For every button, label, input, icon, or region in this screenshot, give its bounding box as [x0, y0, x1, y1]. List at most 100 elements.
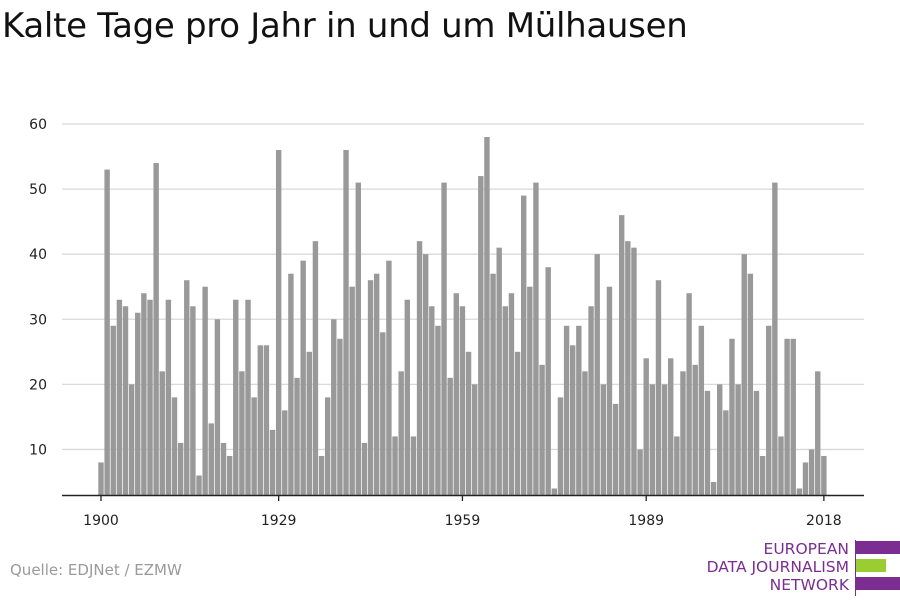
- bar-1906: [135, 312, 141, 495]
- bar-1916: [196, 475, 202, 495]
- bar-1954: [429, 306, 435, 495]
- bar-1910: [159, 371, 165, 495]
- bar-1908: [147, 299, 153, 495]
- bar-1925: [251, 397, 257, 495]
- bar-1919: [214, 319, 221, 495]
- bar-1965: [496, 247, 502, 495]
- bar-chart: 10 20 30 40 50 60 1900 1929 1959 1989 2018: [29, 117, 864, 529]
- y-tick-label-50: 50: [29, 182, 47, 198]
- bar-1907: [141, 293, 147, 495]
- bar-1946: [380, 332, 386, 495]
- bar-1971: [533, 182, 539, 495]
- bar-1980: [588, 306, 594, 495]
- bar-1981: [594, 254, 600, 495]
- bar-1939: [337, 338, 343, 495]
- bar-1970: [527, 286, 533, 495]
- bar-1917: [202, 286, 208, 495]
- bar-1969: [520, 195, 527, 495]
- bar-2012: [784, 338, 790, 495]
- bar-1977: [570, 345, 576, 495]
- bar-2010: [772, 182, 778, 495]
- bar-1964: [490, 273, 496, 495]
- bar-1942: [355, 182, 361, 495]
- bar-1914: [184, 280, 190, 495]
- x-tick-label-1900: 1900: [83, 513, 119, 529]
- bar-1915: [190, 306, 196, 495]
- bar-2005: [741, 254, 747, 495]
- bar-1945: [373, 273, 380, 495]
- bar-1987: [631, 247, 637, 495]
- bar-1951: [410, 436, 417, 495]
- bar-1903: [116, 299, 123, 495]
- bar-1920: [220, 442, 227, 495]
- bar-1941: [349, 286, 355, 495]
- logo-text: EUROPEAN DATA JOURNALISM NETWORK: [707, 540, 849, 594]
- bar-1961: [471, 384, 478, 495]
- bar-1986: [625, 241, 631, 495]
- bar-1963: [484, 137, 490, 495]
- bar-1972: [539, 364, 545, 495]
- bar-1904: [122, 306, 129, 495]
- bar-1932: [294, 377, 300, 495]
- y-tick-labels: 10 20 30 40 50 60: [29, 117, 47, 458]
- bar-1921: [226, 455, 233, 495]
- logo-bar-purple-top: [856, 541, 900, 554]
- bar-1993: [668, 358, 674, 495]
- y-tick-label-30: 30: [29, 312, 47, 328]
- logo-line-3: NETWORK: [769, 576, 849, 594]
- bar-1995: [680, 371, 686, 495]
- bar-1905: [128, 384, 135, 495]
- bar-1952: [416, 241, 423, 495]
- bar-1989: [643, 358, 649, 495]
- bar-1960: [465, 351, 472, 495]
- bar-2014: [796, 488, 803, 495]
- bar-1930: [282, 410, 288, 495]
- bar-1962: [478, 176, 484, 495]
- x-tick-labels: 1900 1929 1959 1989 2018: [83, 513, 842, 529]
- bar-1950: [404, 299, 410, 495]
- bar-1934: [306, 351, 312, 495]
- bar-2003: [729, 338, 735, 495]
- bar-1912: [171, 397, 178, 495]
- bar-1948: [392, 436, 398, 495]
- bar-1933: [300, 260, 306, 495]
- bar-1985: [619, 215, 625, 495]
- edjnet-logo: EUROPEAN DATA JOURNALISM NETWORK: [700, 540, 900, 596]
- bar-1931: [288, 273, 294, 495]
- bar-1955: [435, 325, 441, 495]
- bar-1913: [177, 442, 184, 495]
- bars: [98, 137, 827, 496]
- bar-1978: [576, 325, 582, 495]
- chart-title: Kalte Tage pro Jahr in und um Mülhausen: [2, 6, 688, 46]
- bar-1988: [637, 449, 643, 495]
- source-note: Quelle: EDJNet / EZMW: [10, 561, 182, 579]
- bar-2006: [747, 273, 754, 495]
- logo-line-2: DATA JOURNALISM: [706, 558, 849, 576]
- bar-1959: [459, 306, 466, 495]
- bar-1938: [331, 319, 337, 495]
- bar-1984: [612, 403, 619, 495]
- bar-1937: [324, 397, 331, 495]
- bar-1998: [698, 325, 705, 495]
- bar-1994: [674, 436, 680, 495]
- bar-2001: [717, 384, 723, 495]
- x-tick-label-1929: 1929: [261, 513, 297, 529]
- logo-divider: [855, 540, 856, 596]
- bar-2008: [759, 455, 766, 495]
- bar-1979: [582, 371, 588, 495]
- bar-1953: [422, 254, 429, 495]
- bar-1958: [453, 293, 460, 495]
- bar-1926: [257, 345, 263, 495]
- bar-1997: [692, 364, 698, 495]
- bar-1966: [502, 306, 509, 495]
- bar-1982: [600, 384, 607, 495]
- bar-2007: [753, 390, 760, 495]
- bar-1902: [110, 325, 116, 495]
- bar-1927: [263, 345, 270, 495]
- logo-bar-green: [856, 559, 886, 572]
- bar-1943: [361, 442, 368, 495]
- bar-1918: [208, 423, 214, 495]
- bar-2018: [821, 455, 827, 495]
- bar-1924: [245, 299, 251, 495]
- bar-2015: [802, 462, 809, 495]
